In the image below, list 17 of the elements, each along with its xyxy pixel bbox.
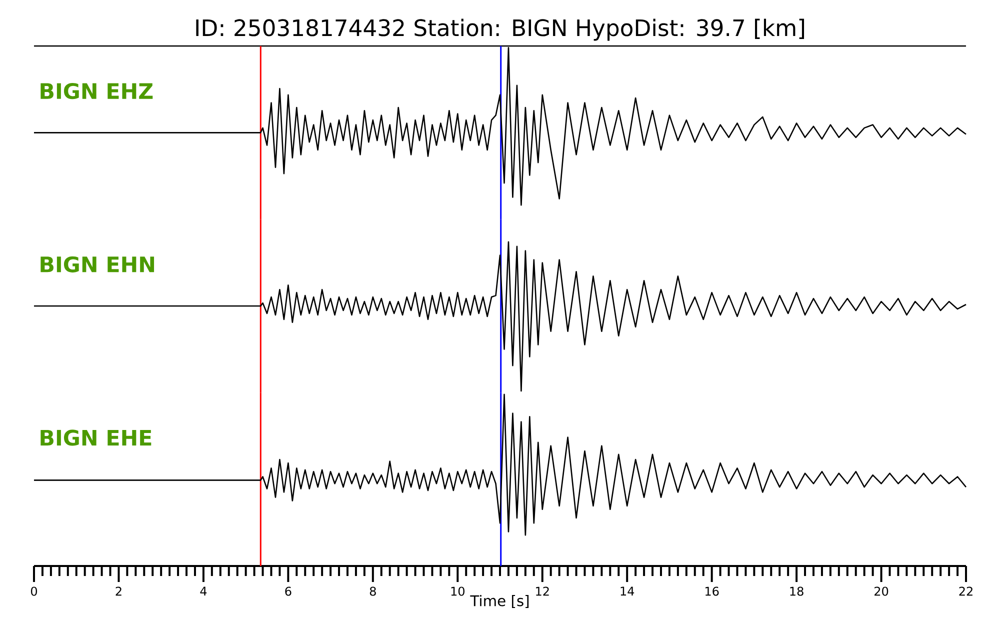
x-tick-label: 16 xyxy=(706,586,719,596)
x-tick-label: 8 xyxy=(370,586,376,596)
series-label: BIGN EHZ xyxy=(40,83,153,100)
series-label: BIGN EHN xyxy=(40,256,154,272)
x-tick-label: 0 xyxy=(30,586,38,596)
x-tick-label: 10 xyxy=(451,586,464,596)
x-tick-label: 2 xyxy=(116,586,122,596)
x-tick-label: 4 xyxy=(200,586,207,596)
x-tick-label: 22 xyxy=(959,586,972,596)
x-tick-label: 14 xyxy=(620,586,634,596)
x-tick-label: 18 xyxy=(790,586,804,596)
series-label: BIGN EHE xyxy=(40,430,152,446)
x-tick-label: 20 xyxy=(874,586,888,596)
x-tick-label: 6 xyxy=(285,586,292,596)
x-axis-title: Time [s] xyxy=(470,594,529,608)
x-tick-label: 12 xyxy=(536,586,549,596)
chart-title: ID: 250318174432 Station: BIGN HypoDist: 39.7 [km] xyxy=(196,18,804,41)
